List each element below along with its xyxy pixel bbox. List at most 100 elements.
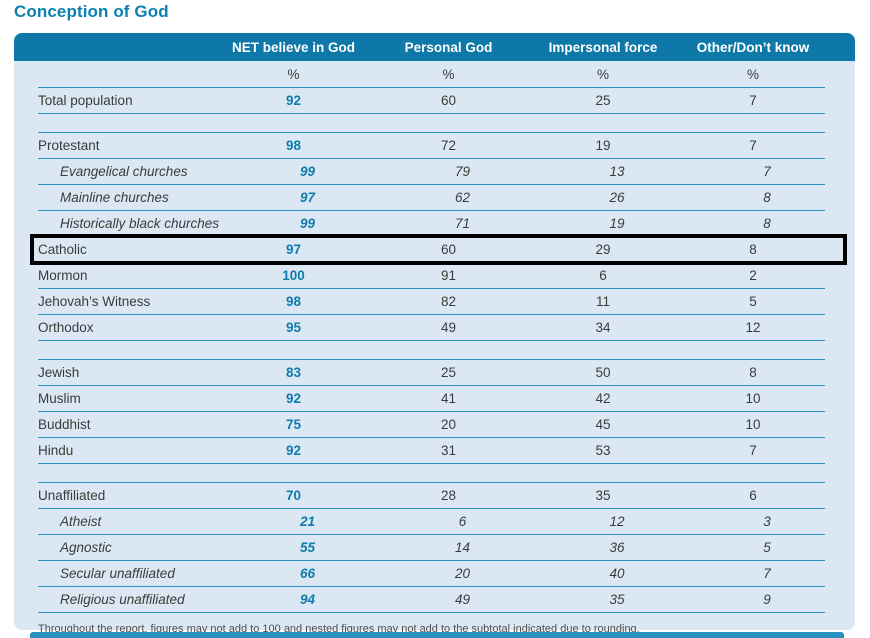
row-label: Mainline churches — [60, 190, 169, 205]
net-value-cell: 97 — [285, 242, 302, 257]
value-cell: 45 — [595, 417, 611, 432]
table-row: Catholic 97 60 29 8 — [30, 234, 847, 265]
unit-symbol: % — [442, 66, 455, 82]
value-cell: 41 — [440, 391, 457, 406]
value-cell: 25 — [440, 365, 457, 380]
next-table-header-edge — [30, 632, 844, 638]
value-cell: 31 — [440, 443, 457, 458]
value-cell: 29 — [595, 242, 611, 257]
net-value-cell: 92 — [285, 391, 302, 406]
value-cell: 9 — [763, 592, 771, 607]
table-row: Hindu 92 31 53 7 — [38, 438, 825, 464]
net-value-cell: 66 — [299, 566, 316, 581]
value-cell: 8 — [749, 242, 757, 257]
row-label: Historically black churches — [60, 216, 220, 231]
page-title: Conception of God — [14, 2, 169, 21]
value-cell: 8 — [749, 365, 757, 380]
row-label: Religious unaffiliated — [60, 592, 185, 607]
net-value-cell: 99 — [299, 216, 316, 231]
value-cell: 34 — [595, 320, 611, 335]
value-cell: 49 — [454, 592, 471, 607]
row-label: Hindu — [38, 443, 74, 458]
row-label: Evangelical churches — [60, 164, 188, 179]
row-label: Total population — [38, 93, 133, 108]
row-label: Unaffiliated — [38, 488, 106, 503]
value-cell: 50 — [595, 365, 611, 380]
value-cell: 42 — [595, 391, 611, 406]
column-header-net-believe: NET believe in God — [231, 39, 356, 55]
value-cell: 25 — [595, 93, 611, 108]
row-label: Orthodox — [38, 320, 94, 335]
unit-symbol: % — [287, 66, 300, 82]
value-cell: 8 — [763, 216, 771, 231]
value-cell: 79 — [454, 164, 471, 179]
value-cell: 35 — [609, 592, 625, 607]
row-label: Atheist — [60, 514, 102, 529]
column-header-personal-god: Personal God — [404, 39, 493, 55]
value-cell: 6 — [458, 514, 467, 529]
value-cell: 10 — [745, 391, 761, 406]
column-header-impersonal-force: Impersonal force — [548, 39, 658, 55]
value-cell: 28 — [440, 488, 457, 503]
row-label: Buddhist — [38, 417, 91, 432]
value-cell: 60 — [440, 93, 457, 108]
value-cell: 71 — [454, 216, 471, 231]
table-row: Mainline churches 97 62 26 8 — [38, 185, 825, 211]
row-label: Catholic — [38, 242, 87, 257]
value-cell: 10 — [745, 417, 761, 432]
net-value-cell: 92 — [285, 443, 302, 458]
row-label: Mormon — [38, 268, 88, 283]
value-cell: 49 — [440, 320, 457, 335]
value-cell: 62 — [454, 190, 471, 205]
value-cell: 36 — [609, 540, 625, 555]
table-row: Protestant 98 72 19 7 — [38, 133, 825, 159]
row-label: Secular unaffiliated — [60, 566, 175, 581]
table-row: Muslim 92 41 42 10 — [38, 386, 825, 412]
row-label: Jewish — [38, 365, 80, 380]
value-cell: 13 — [609, 164, 625, 179]
value-cell: 20 — [440, 417, 457, 432]
value-cell: 5 — [763, 540, 771, 555]
value-cell: 2 — [749, 268, 757, 283]
unit-symbol: % — [746, 66, 759, 82]
value-cell: 7 — [749, 138, 757, 153]
table-row: Jehovah’s Witness 98 82 11 5 — [38, 289, 825, 315]
net-value-cell: 100 — [282, 268, 305, 283]
net-value-cell: 99 — [299, 164, 316, 179]
value-cell: 6 — [749, 488, 757, 503]
net-value-cell: 94 — [299, 592, 316, 607]
value-cell: 26 — [609, 190, 625, 205]
value-cell: 12 — [609, 514, 625, 529]
section-gap — [38, 341, 825, 360]
section-gap — [38, 464, 825, 483]
table-row: Mormon 100 91 6 2 — [38, 263, 825, 289]
value-cell: 91 — [440, 268, 457, 283]
value-cell: 20 — [454, 566, 471, 581]
value-cell: 35 — [595, 488, 611, 503]
value-cell: 7 — [749, 443, 757, 458]
value-cell: 14 — [454, 540, 471, 555]
value-cell: 12 — [745, 320, 761, 335]
table-row: Evangelical churches 99 79 13 7 — [38, 159, 825, 185]
unit-symbol: % — [596, 66, 609, 82]
value-cell: 40 — [609, 566, 625, 581]
value-cell: 7 — [749, 93, 757, 108]
value-cell: 7 — [763, 164, 771, 179]
net-value-cell: 98 — [285, 294, 302, 309]
value-cell: 60 — [440, 242, 457, 257]
value-cell: 5 — [749, 294, 757, 309]
table-row: Buddhist 75 20 45 10 — [38, 412, 825, 438]
table-body: % % % % Total population 92 60 25 7 Protestan… — [30, 61, 847, 613]
row-label: Protestant — [38, 138, 100, 153]
table-panel: NET believe in God Personal God Imperson… — [14, 33, 855, 635]
table-row: Religious unaffiliated 94 49 35 9 — [38, 587, 825, 613]
net-value-cell: 70 — [285, 488, 302, 503]
value-cell: 8 — [763, 190, 771, 205]
net-value-cell: 55 — [299, 540, 316, 555]
value-cell: 72 — [440, 138, 457, 153]
table-row: Secular unaffiliated 66 20 40 7 — [38, 561, 825, 587]
net-value-cell: 21 — [299, 514, 316, 529]
value-cell: 82 — [440, 294, 457, 309]
net-value-cell: 83 — [285, 365, 302, 380]
net-value-cell: 92 — [285, 93, 302, 108]
